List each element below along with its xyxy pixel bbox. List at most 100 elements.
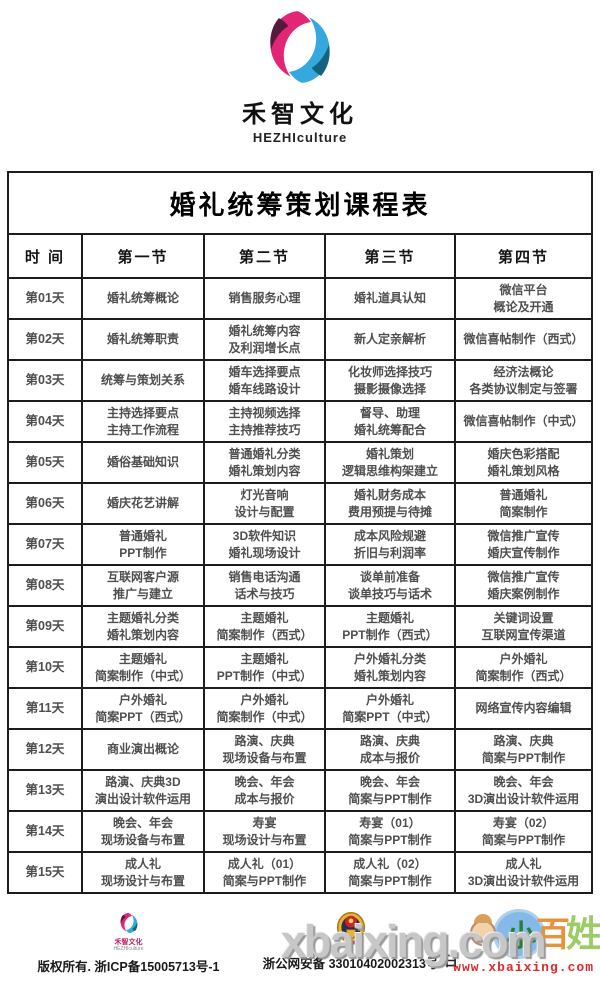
site-logo-char-xiao: 小 bbox=[506, 920, 536, 953]
course-cell: 婚俗基础知识 bbox=[80, 441, 205, 484]
course-cell: 婚礼统筹内容 及利润增长点 bbox=[202, 318, 326, 361]
brand-name-en: HEZHIculture bbox=[252, 130, 348, 145]
course-cell: 督导、助理 婚礼统筹配合 bbox=[323, 400, 456, 443]
site-logo-corner-char: 日 bbox=[444, 953, 458, 969]
police-registration-text: 浙公网安备 33010402002313号 bbox=[262, 957, 439, 971]
footer-brand-name-en: HEZHIculture bbox=[113, 945, 144, 952]
day-cell: 第04天 bbox=[6, 400, 83, 443]
table-row: 第10天 主题婚礼 简案制作（中式） 主题婚礼 PPT制作（中式） 户外婚礼分类 婚礼… bbox=[6, 646, 594, 689]
table-row: 第11天 户外婚礼 简案PPT（西式） 户外婚礼 简案制作（中式） 户外婚礼 简案PP… bbox=[6, 687, 594, 730]
course-cell: 晚会、年会 成本与报价 bbox=[202, 769, 326, 812]
table-row: 第15天 成人礼 现场设计与布置 成人礼（01） 简案与PPT制作 成人礼（02） 简… bbox=[6, 851, 594, 894]
day-cell: 第13天 bbox=[6, 769, 83, 812]
course-cell: 销售电话沟通 话术与技巧 bbox=[202, 564, 326, 607]
course-cell: 销售服务心理 bbox=[202, 277, 326, 320]
table-row: 第08天 互联网客户源 推广与建立 销售电话沟通 话术与技巧 谈单前准备 谈单技巧与话… bbox=[6, 564, 594, 607]
brand-header: 禾智文化 HEZHIculture bbox=[0, 0, 600, 145]
day-cell: 第03天 bbox=[6, 359, 83, 402]
table-row: 第09天 主题婚礼分类 婚礼策划内容 主题婚礼 简案制作（西式） 主题婚礼 PPT制作… bbox=[6, 605, 594, 648]
course-cell: 微信喜帖制作（西式） bbox=[453, 318, 594, 361]
course-cell: 晚会、年会 简案与PPT制作 bbox=[323, 769, 456, 812]
day-cell: 第10天 bbox=[6, 646, 83, 689]
course-cell: 婚庆色彩搭配 婚礼策划风格 bbox=[453, 441, 594, 484]
course-cell: 路演、庆典3D 演出设计软件运用 bbox=[80, 769, 205, 812]
site-logo-cluster: 小 百 姓 日 bbox=[444, 910, 600, 980]
site-logo-char-bai: 百 bbox=[536, 916, 570, 954]
footer-police-block: 浙公网安备 33010402002313号 bbox=[243, 912, 458, 972]
course-cell: 成人礼 3D演出设计软件运用 bbox=[453, 851, 594, 894]
course-cell: 寿宴 现场设计与布置 bbox=[202, 810, 326, 853]
day-cell: 第06天 bbox=[6, 482, 83, 525]
course-cell: 路演、庆典 简案与PPT制作 bbox=[453, 728, 594, 771]
course-cell: 户外婚礼 简案制作（中式） bbox=[202, 687, 326, 730]
day-cell: 第07天 bbox=[6, 523, 83, 566]
table-row: 第05天 婚俗基础知识 普通婚礼分类 婚礼策划内容 婚礼策划 逻辑思维构架建立 婚庆色彩… bbox=[6, 441, 594, 484]
day-cell: 第11天 bbox=[6, 687, 83, 730]
course-cell: 主题婚礼分类 婚礼策划内容 bbox=[80, 605, 205, 648]
course-cell: 路演、庆典 成本与报价 bbox=[323, 728, 456, 771]
col-header-session3: 第三节 bbox=[323, 233, 456, 279]
course-cell: 互联网客户源 推广与建立 bbox=[80, 564, 205, 607]
title-row: 婚礼统筹策划课程表 bbox=[6, 171, 594, 235]
course-cell: 寿宴（02） 简案与PPT制作 bbox=[453, 810, 594, 853]
brand-name: 禾智文化 bbox=[242, 101, 358, 128]
hezhi-swirl-logo-icon bbox=[270, 11, 330, 83]
col-header-session2: 第二节 bbox=[202, 233, 326, 279]
course-cell: 婚礼财务成本 费用预提与待摊 bbox=[323, 482, 456, 525]
table-row: 第04天 主持选择要点 主持工作流程 主持视频选择 主持推荐技巧 督导、助理 婚礼统筹… bbox=[6, 400, 594, 443]
course-cell: 户外婚礼 简案PPT（西式） bbox=[80, 687, 205, 730]
course-cell: 户外婚礼 简案PPT（中式） bbox=[323, 687, 456, 730]
footer-brand-name: 禾智文化 bbox=[114, 939, 143, 946]
farmer-cartoon-icon bbox=[470, 914, 496, 946]
course-cell: 户外婚礼分类 婚礼策划内容 bbox=[323, 646, 456, 689]
table-row: 第03天 统筹与策划关系 婚车选择要点 婚车线路设计 化妆师选择技巧 摄影摄像选择 经济… bbox=[6, 359, 594, 402]
day-cell: 第02天 bbox=[6, 318, 83, 361]
course-cell: 主持选择要点 主持工作流程 bbox=[80, 400, 205, 443]
hezhi-swirl-logo-small-icon bbox=[120, 912, 137, 934]
day-cell: 第12天 bbox=[6, 728, 83, 771]
course-cell: 婚礼统筹职责 bbox=[80, 318, 205, 361]
course-cell: 主题婚礼 简案制作（中式） bbox=[80, 646, 205, 689]
day-cell: 第15天 bbox=[6, 851, 83, 894]
course-cell: 谈单前准备 谈单技巧与话术 bbox=[323, 564, 456, 607]
course-cell: 3D软件知识 婚礼现场设计 bbox=[202, 523, 326, 566]
course-cell: 路演、庆典 现场设备与布置 bbox=[202, 728, 326, 771]
course-cell: 微信推广宣传 婚庆宣传制作 bbox=[453, 523, 594, 566]
table-row: 第07天 普通婚礼 PPT制作 3D软件知识 婚礼现场设计 成本风险规避 折旧与利润率… bbox=[6, 523, 594, 566]
course-cell: 婚礼统筹概论 bbox=[80, 277, 205, 320]
course-cell: 网络宣传内容编辑 bbox=[453, 687, 594, 730]
table-title: 婚礼统筹策划课程表 bbox=[6, 171, 594, 235]
course-cell: 主持视频选择 主持推荐技巧 bbox=[202, 400, 326, 443]
course-cell: 微信喜帖制作（中式） bbox=[453, 400, 594, 443]
course-cell: 户外婚礼 简案制作（西式） bbox=[453, 646, 594, 689]
day-cell: 第01天 bbox=[6, 277, 83, 320]
course-cell: 婚车选择要点 婚车线路设计 bbox=[202, 359, 326, 402]
course-cell: 普通婚礼 简案制作 bbox=[453, 482, 594, 525]
course-cell: 寿宴（01） 简案与PPT制作 bbox=[323, 810, 456, 853]
course-cell: 微信推广宣传 婚庆案例制作 bbox=[453, 564, 594, 607]
day-cell: 第14天 bbox=[6, 810, 83, 853]
table-row: 第06天 婚庆花艺讲解 灯光音响 设计与配置 婚礼财务成本 费用预提与待摊 普通婚礼 简… bbox=[6, 482, 594, 525]
col-header-time: 时 间 bbox=[6, 233, 83, 279]
course-cell: 主题婚礼 简案制作（西式） bbox=[202, 605, 326, 648]
police-badge-icon bbox=[336, 912, 365, 945]
day-cell: 第05天 bbox=[6, 441, 83, 484]
col-header-session1: 第一节 bbox=[80, 233, 205, 279]
course-cell: 成人礼（02） 简案与PPT制作 bbox=[323, 851, 456, 894]
course-cell: 经济法概论 各类协议制定与签署 bbox=[453, 359, 594, 402]
table-row: 第13天 路演、庆典3D 演出设计软件运用 晚会、年会 成本与报价 晚会、年会 简案与… bbox=[6, 769, 594, 812]
course-cell: 婚庆花艺讲解 bbox=[80, 482, 205, 525]
course-cell: 新人定亲解析 bbox=[323, 318, 456, 361]
footer-copyright-block: 禾智文化 HEZHIculture 版权所有. 浙ICP备15005713号-1 bbox=[26, 912, 231, 975]
day-cell: 第09天 bbox=[6, 605, 83, 648]
course-cell: 晚会、年会 现场设备与布置 bbox=[80, 810, 205, 853]
course-cell: 婚礼道具认知 bbox=[323, 277, 456, 320]
course-cell: 成人礼（01） 简案与PPT制作 bbox=[202, 851, 326, 894]
day-cell: 第08天 bbox=[6, 564, 83, 607]
course-cell: 微信平台 概论及开通 bbox=[453, 277, 594, 320]
xbaixing-badge-icon bbox=[496, 912, 542, 956]
col-header-session4: 第四节 bbox=[453, 233, 594, 279]
course-cell: 婚礼策划 逻辑思维构架建立 bbox=[323, 441, 456, 484]
course-cell: 关键词设置 互联网宣传渠道 bbox=[453, 605, 594, 648]
course-cell: 普通婚礼分类 婚礼策划内容 bbox=[202, 441, 326, 484]
